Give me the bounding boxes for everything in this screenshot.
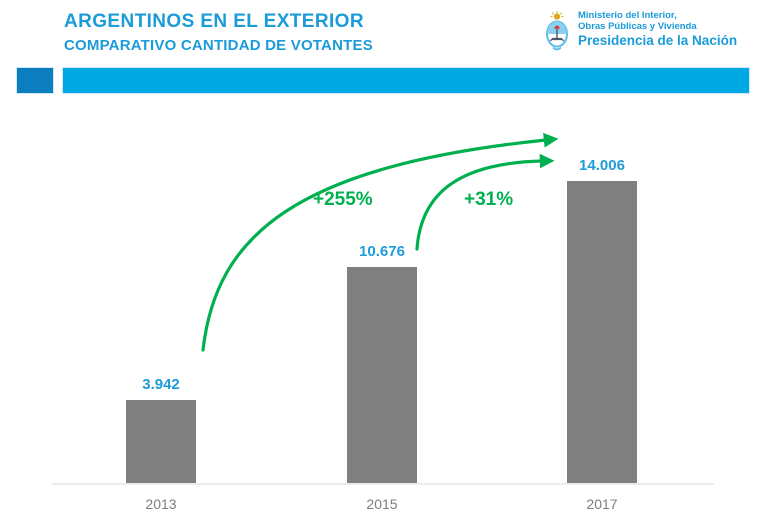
bar-2015: [347, 267, 417, 484]
bar-value-2015: 10.676: [359, 243, 405, 260]
x-axis-line: [52, 483, 714, 485]
x-tick-2017: 2017: [586, 496, 618, 512]
page-title: ARGENTINOS EN EL EXTERIOR: [64, 11, 364, 32]
bar-2013: [126, 400, 196, 484]
government-logo: Ministerio del Interior, Obras Públicas …: [543, 10, 738, 53]
page-subtitle: COMPARATIVO CANTIDAD DE VOTANTES: [64, 37, 373, 54]
bar-value-2017: 14.006: [579, 157, 625, 174]
growth-annotation-31: +31%: [464, 189, 514, 210]
header-band-dark-square: [17, 68, 53, 93]
header-band-light-bar: [63, 68, 749, 93]
argentina-coat-of-arms-icon: [546, 11, 568, 51]
ministry-name-line1: Ministerio del Interior,: [578, 10, 677, 21]
government-logo-text: Ministerio del Interior, Obras Públicas …: [578, 10, 738, 48]
bar-value-2013: 3.942: [142, 376, 180, 393]
ministry-name-line2: Obras Públicas y Vivienda: [578, 20, 697, 32]
x-tick-2015: 2015: [366, 496, 398, 512]
bar-2017: [567, 181, 637, 484]
presidency-name: Presidencia de la Nación: [578, 33, 738, 48]
x-tick-2013: 2013: [145, 496, 177, 512]
growth-annotation-255: +255%: [313, 189, 373, 210]
